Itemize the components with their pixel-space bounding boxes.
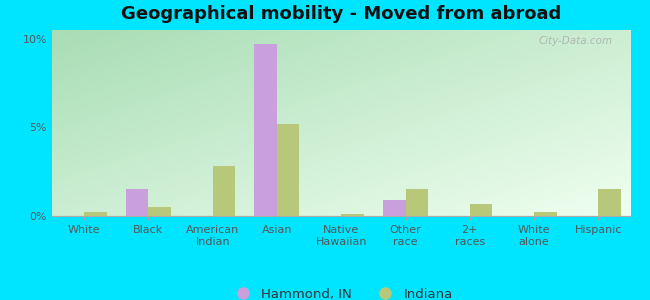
Legend: Hammond, IN, Indiana: Hammond, IN, Indiana: [224, 283, 458, 300]
Bar: [84, 212, 107, 216]
Title: Geographical mobility - Moved from abroad: Geographical mobility - Moved from abroa…: [121, 5, 562, 23]
Bar: [341, 214, 364, 216]
Bar: [277, 124, 300, 216]
Bar: [148, 207, 171, 216]
Bar: [534, 212, 556, 216]
Bar: [470, 204, 492, 216]
Bar: [213, 167, 235, 216]
Text: City-Data.com: City-Data.com: [539, 36, 613, 46]
Bar: [255, 44, 277, 216]
Bar: [383, 200, 406, 216]
Bar: [406, 189, 428, 216]
Bar: [599, 189, 621, 216]
Bar: [126, 189, 148, 216]
